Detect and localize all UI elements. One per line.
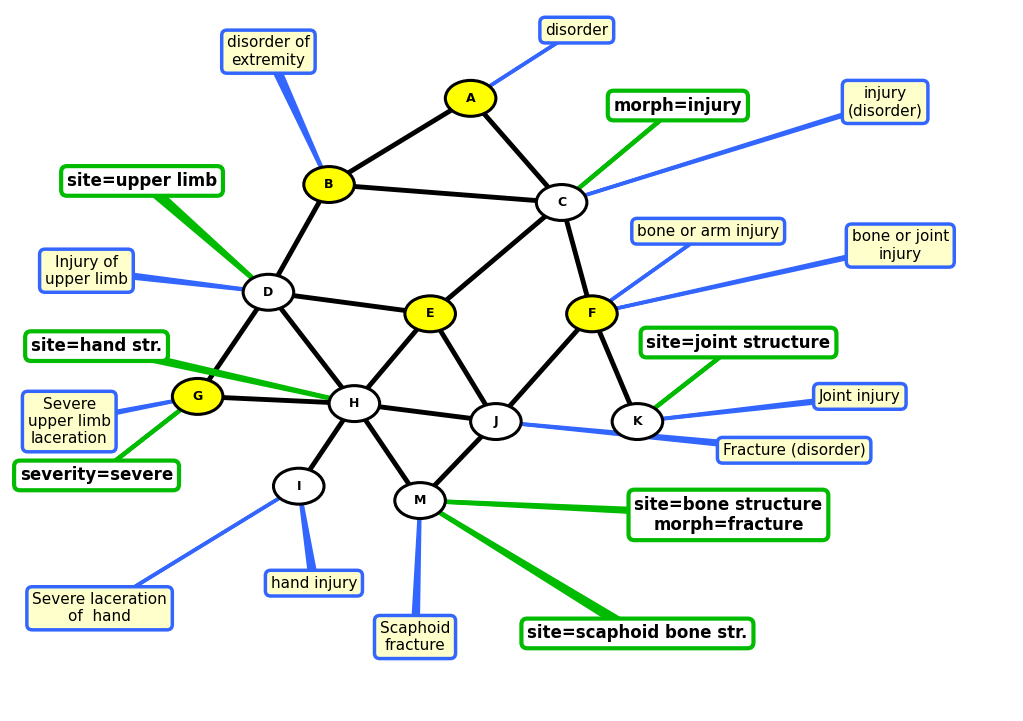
Text: Severe
upper limb
laceration: Severe upper limb laceration: [28, 397, 110, 446]
Text: K: K: [632, 415, 642, 428]
Text: bone or joint
injury: bone or joint injury: [852, 229, 949, 262]
Text: G: G: [192, 390, 203, 403]
Text: site=upper limb: site=upper limb: [66, 172, 217, 190]
Circle shape: [567, 296, 617, 332]
Circle shape: [471, 404, 521, 440]
Text: disorder: disorder: [545, 22, 609, 37]
Text: morph=injury: morph=injury: [614, 97, 742, 115]
Text: site=scaphoid bone str.: site=scaphoid bone str.: [527, 624, 748, 642]
Text: C: C: [558, 196, 566, 209]
Circle shape: [329, 386, 380, 422]
Text: M: M: [414, 494, 427, 507]
Text: H: H: [349, 397, 359, 410]
Text: B: B: [324, 178, 333, 191]
Text: J: J: [493, 415, 498, 428]
Text: D: D: [263, 286, 273, 298]
Text: site=joint structure: site=joint structure: [647, 334, 831, 352]
Text: site=bone structure
morph=fracture: site=bone structure morph=fracture: [634, 495, 822, 534]
Text: E: E: [426, 307, 435, 320]
Circle shape: [273, 468, 324, 504]
Text: Severe laceration
of  hand: Severe laceration of hand: [32, 592, 167, 624]
Text: disorder of
extremity: disorder of extremity: [227, 35, 310, 68]
Circle shape: [536, 185, 587, 221]
Circle shape: [243, 274, 294, 310]
Circle shape: [173, 379, 223, 415]
Text: bone or arm injury: bone or arm injury: [637, 224, 780, 239]
Text: I: I: [297, 479, 301, 492]
Text: Fracture (disorder): Fracture (disorder): [723, 443, 865, 458]
Text: A: A: [465, 92, 476, 105]
Text: Injury of
upper limb: Injury of upper limb: [45, 255, 128, 287]
Text: hand injury: hand injury: [271, 575, 357, 590]
Text: severity=severe: severity=severe: [19, 466, 173, 485]
Text: Scaphoid
fracture: Scaphoid fracture: [380, 621, 450, 653]
Text: F: F: [587, 307, 596, 320]
Circle shape: [445, 81, 496, 116]
Text: site=hand str.: site=hand str.: [31, 337, 162, 355]
Text: injury
(disorder): injury (disorder): [848, 86, 923, 118]
Circle shape: [405, 296, 455, 332]
Text: Joint injury: Joint injury: [819, 389, 900, 404]
Circle shape: [612, 404, 663, 440]
Circle shape: [395, 482, 445, 518]
Circle shape: [304, 167, 354, 203]
